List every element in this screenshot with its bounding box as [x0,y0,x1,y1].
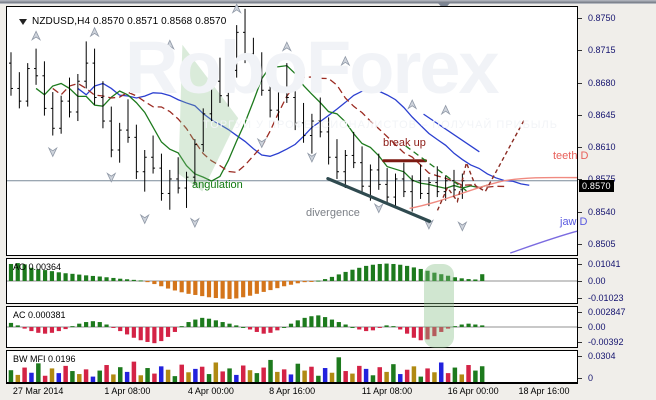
ao-label: AO 0.00364 [13,262,62,272]
axis-tick-label: 0.8750 [588,13,616,23]
axis-tick [578,82,582,84]
axis-tick [578,378,582,379]
watermark-brand: RoboForex [125,26,500,109]
axis-tick [578,327,582,328]
time-tick-label: 27 Mar 2014 [12,386,64,396]
ac-plot [7,315,577,344]
current-price-tag: 0.8570 [579,180,614,192]
mfi-indicator-pane[interactable]: BW MFI 0.0196 [6,350,578,384]
axis-tick-label: 0.002847 [588,307,626,317]
axis-tick [578,114,582,116]
axis-tick [578,211,582,213]
label-jaw-d: jaw D [560,216,588,228]
axis-tick-label: -0.00392 [588,337,624,347]
axis-tick-label: 0.8610 [588,142,616,153]
axis-tick-label: 0.8540 [588,206,616,217]
axis-tick [578,147,582,149]
ac-label: AC 0.000381 [13,310,66,320]
label-teeth-d: teeth D [553,150,589,162]
axis-tick-label: 0.01041 [588,259,621,269]
mfi-axis: 0.0304 0 [578,350,656,384]
annotation-break-up: break up [383,137,426,149]
axis-tick [578,356,582,357]
axis-tick-label: 0.00 [588,322,606,332]
axis-tick [578,298,582,299]
time-tick-label: 18 Apr 16:00 [518,386,570,396]
annotation-divergence: divergence [306,207,360,219]
price-plot [7,3,578,254]
axis-tick [578,244,582,245]
axis-tick-label: 0.8645 [588,109,616,120]
axis-tick-label: 0 [588,373,594,383]
ao-indicator-pane[interactable]: AO 0.00364 [6,258,578,304]
axis-tick [578,342,582,343]
ao-plot [7,263,577,299]
axis-tick-label: 0.8575 [588,174,616,184]
axis-tick-label: 0.00 [588,276,606,286]
time-axis: 27 Mar 2014 1 Apr 08:00 4 Apr 00:00 8 Apr 1… [6,384,656,400]
axis-tick-label: 0.8715 [588,45,616,56]
time-tick-label: 4 Apr 00:00 [187,386,234,396]
axis-tick [578,18,582,19]
watermark-tagline: ТОРГУЙ У ПРОФЕССИОНАЛИСТОВ – ПОЛУЧАЙ ПРИ… [203,119,558,131]
window-top-border [0,0,656,4]
annotation-angulation: angulation [192,179,243,191]
axis-tick-label: 0.0304 [588,351,616,361]
mfi-plot [7,357,577,383]
price-chart-pane[interactable]: RoboForex ТОРГУЙ У ПРОФЕССИОНАЛИСТОВ – П… [6,3,578,256]
time-tick-label: 8 Apr 16:00 [269,386,316,396]
axis-tick [578,281,582,282]
price-axis: 0.87500.87150.86800.86450.86100.85750.85… [578,6,656,256]
axis-tick [578,179,582,181]
chart-title-bar[interactable]: NZDUSD,H4 0.8570 0.8571 0.8568 0.8570 [19,16,226,27]
highlight-band [424,264,454,348]
axis-tick-label: 0.8680 [588,77,616,88]
axis-tick [578,50,582,52]
ac-indicator-pane[interactable]: AC 0.000381 [6,306,578,348]
time-tick-label: 16 Apr 00:00 [447,386,499,396]
ao-axis: 0.01041 0.00 -0.01023 [578,258,656,304]
axis-tick [578,312,582,313]
time-tick-label: 11 Apr 08:00 [361,386,413,396]
time-tick-label: 1 Apr 08:00 [104,386,151,396]
mfi-label: BW MFI 0.0196 [13,354,76,364]
page-title: NZDUSD,H4 0.8570 0.8571 0.8568 0.8570 [32,16,227,27]
axis-tick-label: -0.01023 [588,293,624,303]
ac-axis: 0.002847 0.00 -0.00392 [578,306,656,348]
triangle-down-icon[interactable] [19,18,27,25]
axis-tick [578,264,582,265]
axis-tick-label: 0.8505 [588,239,616,249]
